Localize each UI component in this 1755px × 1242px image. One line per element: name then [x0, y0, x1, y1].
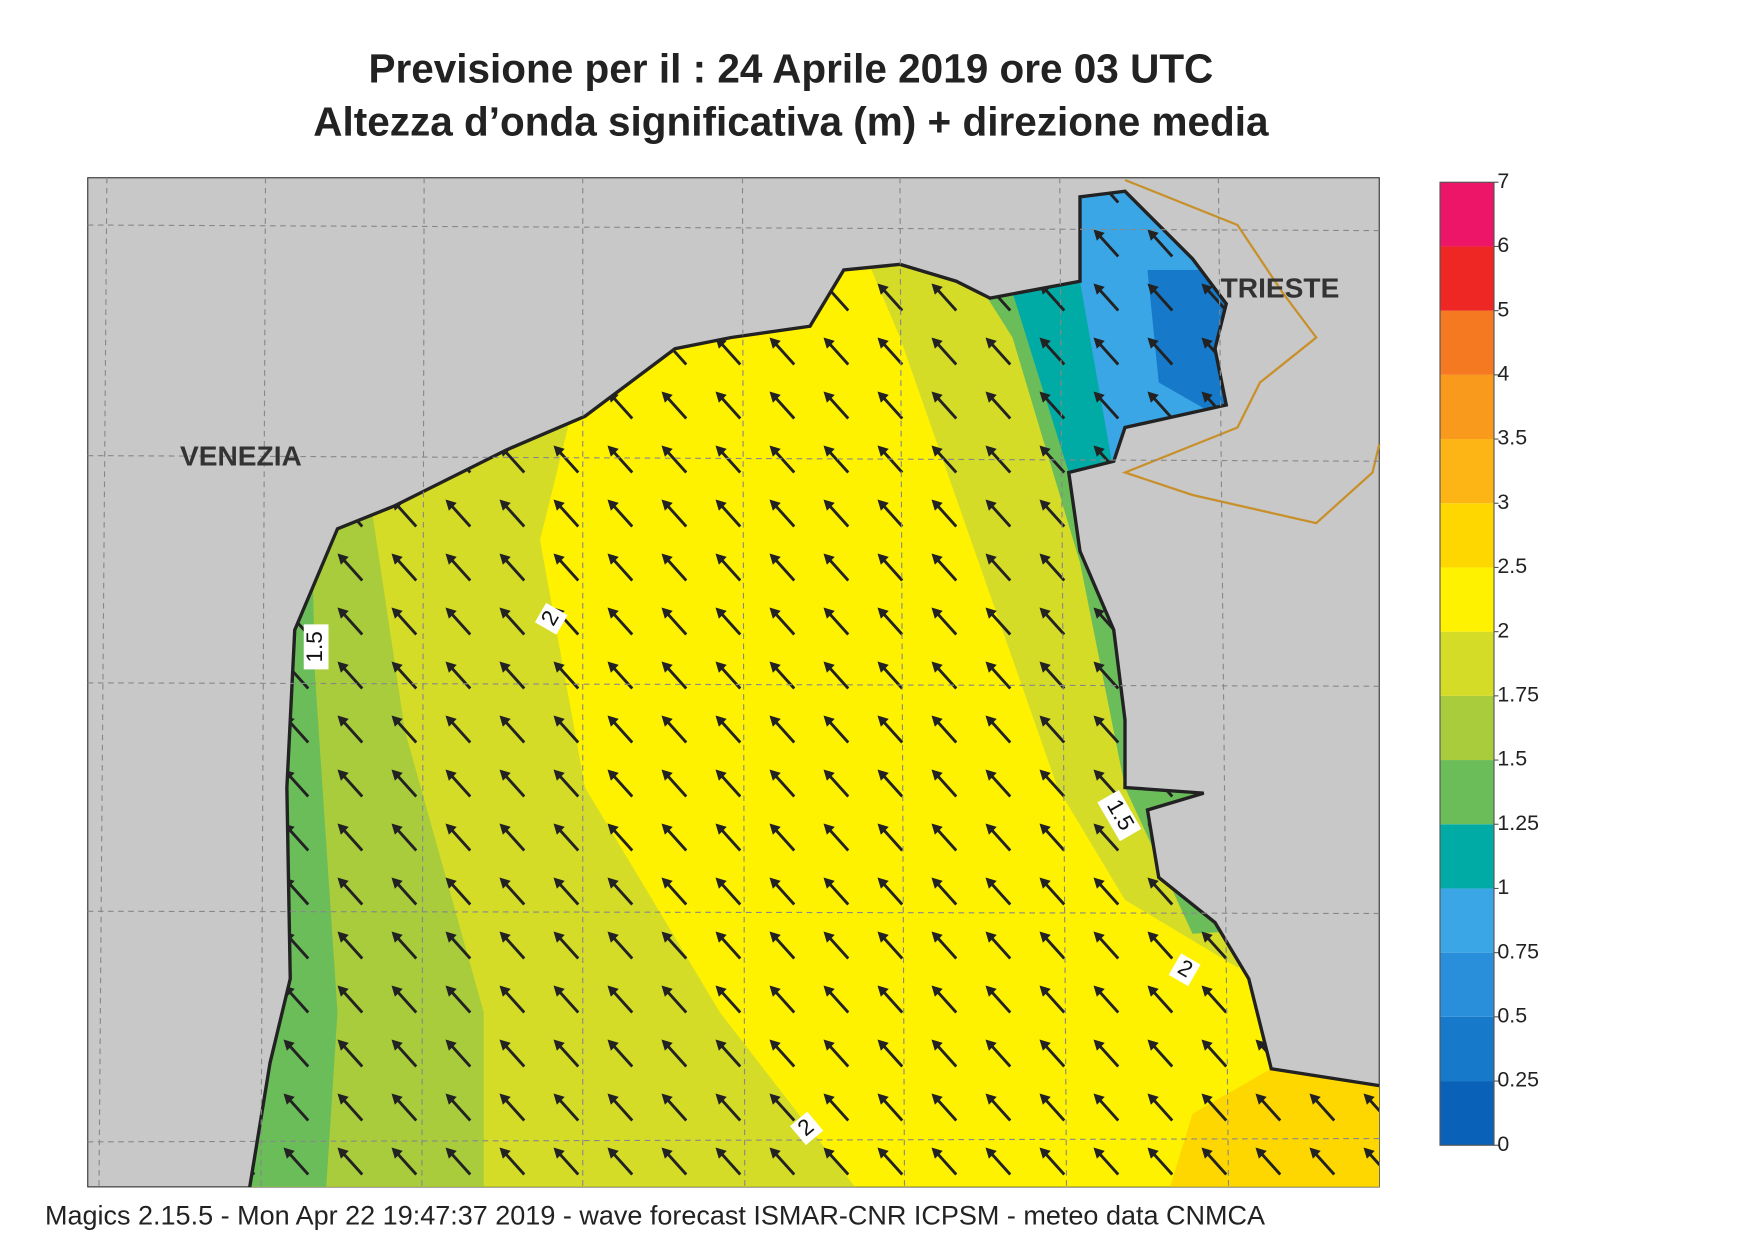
tick-label: 0.5: [1497, 1003, 1527, 1027]
border: [1121, 178, 1381, 525]
tick-label: 4: [1497, 361, 1509, 385]
color-band: [1440, 1081, 1494, 1146]
tick-label: 0.75: [1497, 939, 1539, 963]
contour-label: 1.5: [302, 631, 327, 662]
map: VENEZIA TRIESTE 1.5 2 1.5 2 2: [87, 177, 1381, 1188]
colorbar-frame: [1439, 181, 1495, 1146]
color-band: [1440, 246, 1494, 311]
tick-label: 1.75: [1497, 682, 1539, 706]
color-band: [1440, 888, 1494, 953]
color-band: [1440, 503, 1494, 568]
color-band: [1440, 824, 1494, 889]
tick-label: 3: [1497, 490, 1509, 514]
tick-label: 0: [1497, 1132, 1509, 1156]
color-band: [1440, 182, 1494, 247]
footer: Magics 2.15.5 - Mon Apr 22 19:47:37 2019…: [45, 1200, 1265, 1230]
color-band: [1440, 1016, 1494, 1082]
tick-label: 3.5: [1497, 426, 1527, 450]
tick-label: 6: [1497, 233, 1509, 257]
color-band: [1440, 631, 1494, 696]
tick-label: 5: [1497, 297, 1509, 321]
color-band: [1440, 695, 1494, 761]
tick-label: 7: [1497, 169, 1509, 193]
tick-label: 2.5: [1497, 554, 1527, 578]
color-band: [1440, 310, 1494, 375]
colorbar: 0 0.25 0.5 0.75 1 1.25 1.5 1.75 2 2.5 3 3.5 4 5 6 7: [1439, 169, 1539, 1156]
subtitle: Altezza d’onda significativa (m) + direz…: [313, 99, 1269, 145]
tick-label: 2: [1497, 618, 1509, 642]
place-label: VENEZIA: [180, 440, 302, 471]
color-band: [1440, 952, 1494, 1017]
color-band: [1440, 439, 1494, 504]
tick-label: 1: [1497, 875, 1509, 899]
tick-label: 1.25: [1497, 811, 1539, 835]
tick-label: 1.5: [1497, 747, 1527, 771]
color-band: [1440, 374, 1494, 440]
contour-labels: 1.5 2 1.5 2 2: [302, 602, 1201, 1146]
title: Previsione per il : 24 Aprile 2019 ore 0…: [368, 46, 1213, 92]
coastline: [248, 189, 1380, 1188]
color-band: [1440, 567, 1494, 632]
place-label: TRIESTE: [1221, 273, 1340, 304]
tick-label: 0.25: [1497, 1068, 1539, 1092]
color-band: [1440, 760, 1494, 825]
